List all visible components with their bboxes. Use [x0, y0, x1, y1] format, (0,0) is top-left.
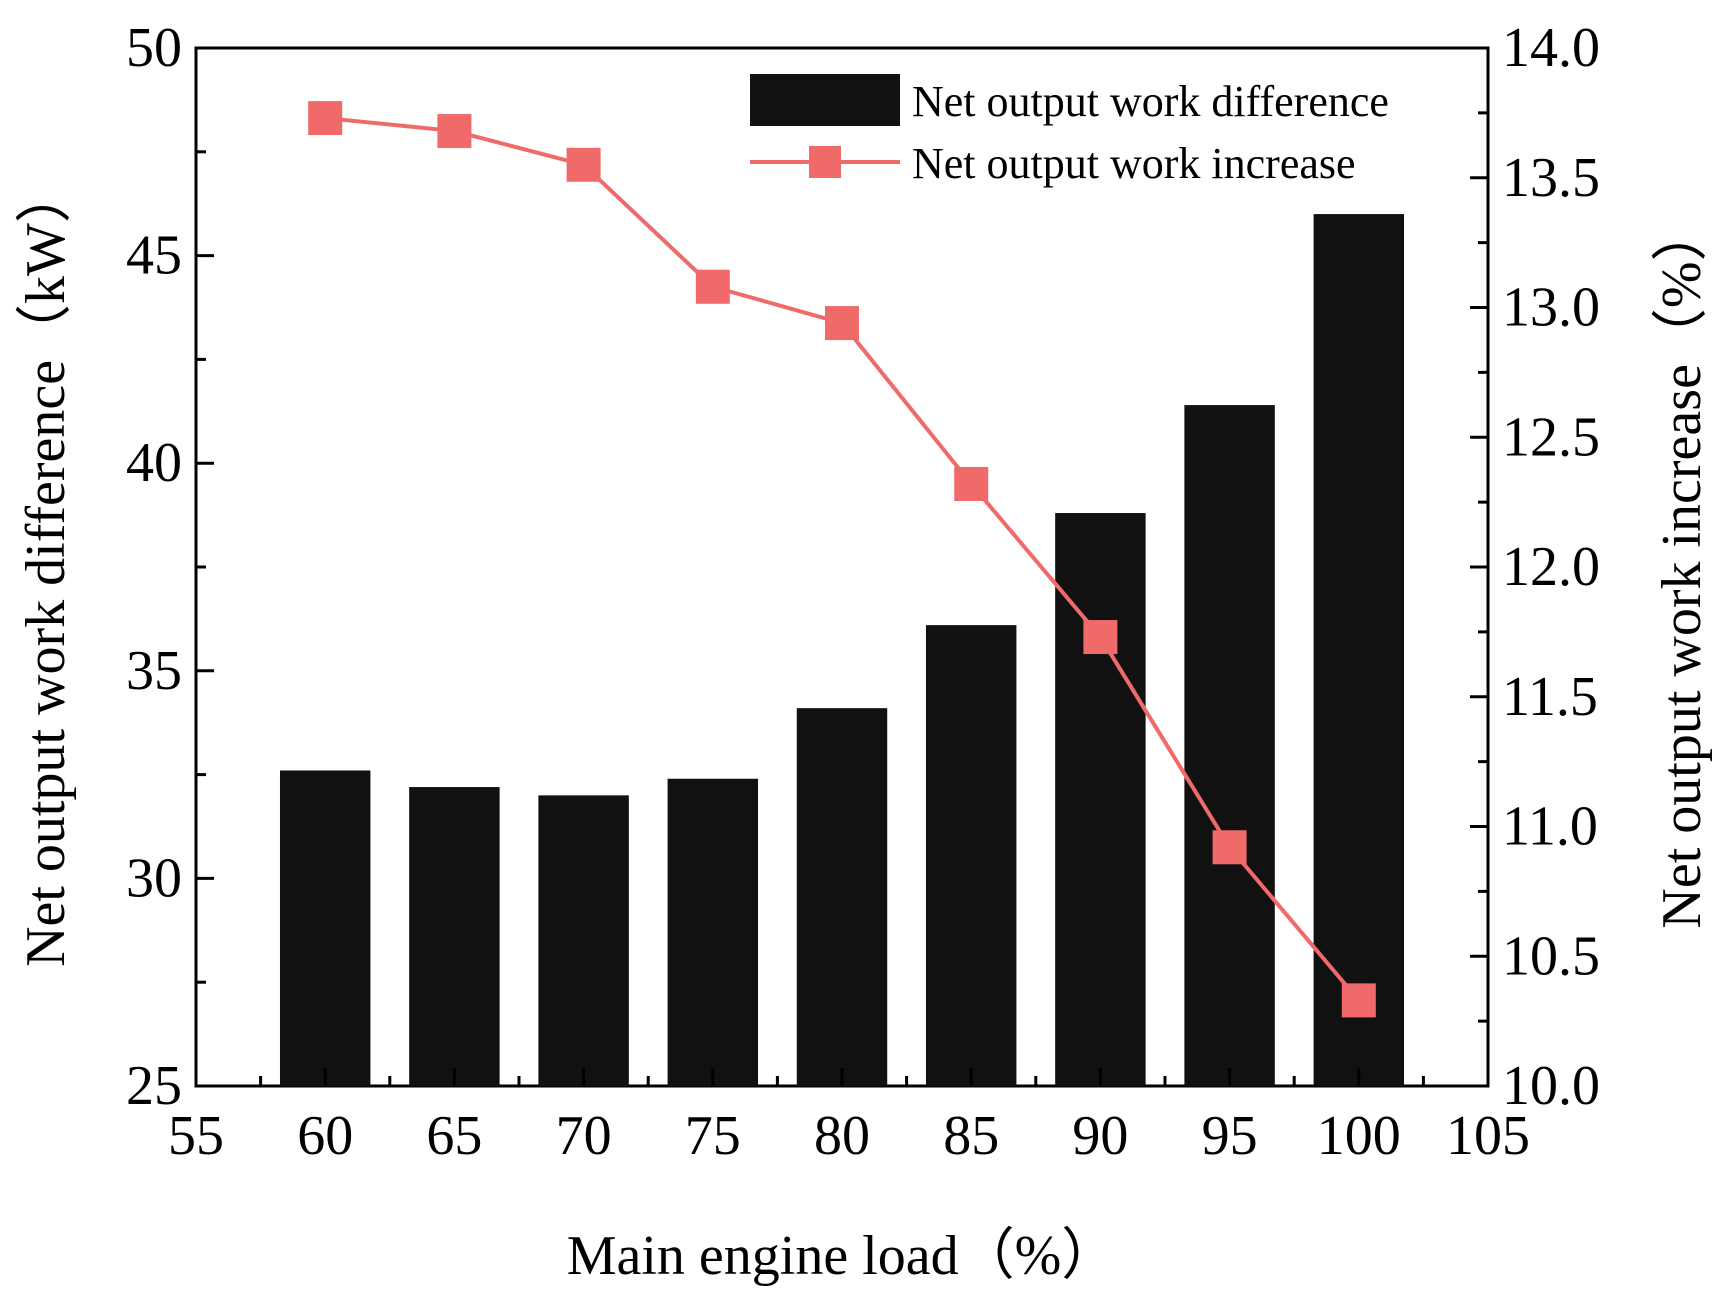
x-tick-label: 55: [168, 1105, 224, 1167]
x-tick-label: 85: [943, 1105, 999, 1167]
y-right-tick-label: 11.0: [1502, 796, 1598, 858]
y-left-tick-label: 50: [126, 17, 182, 79]
bars-layer: [279, 214, 1405, 1086]
x-axis-title: Main engine load（%）: [567, 1225, 1118, 1287]
legend-line-marker: [809, 146, 841, 178]
y-right-tick-label: 10.0: [1502, 1055, 1600, 1117]
increase-point-70: [566, 147, 601, 182]
y-right-tick-label: 12.0: [1502, 536, 1600, 598]
legend: Net output work difference Net output wo…: [750, 74, 1389, 188]
x-tick-label: 90: [1072, 1105, 1128, 1167]
y-right-tick-label: 10.5: [1502, 925, 1600, 987]
increase-point-60: [308, 101, 343, 136]
increase-point-90: [1083, 620, 1118, 655]
bar-90: [1055, 513, 1146, 1086]
x-tick-label: 60: [297, 1105, 353, 1167]
x-tick-label: 75: [685, 1105, 741, 1167]
bar-75: [667, 778, 759, 1086]
y-right-axis-title: Net output work increase（%）: [1651, 205, 1713, 928]
increase-point-80: [825, 306, 859, 341]
bar-95: [1184, 405, 1275, 1086]
increase-point-85: [954, 466, 989, 501]
tick-labels-layer: 55 60 65 70 75 80 85 90 95 100 105 25 30 35 40 45 50 10.0…: [126, 17, 1600, 1167]
increase-point-65: [437, 114, 472, 149]
y-left-tick-label: 45: [126, 225, 182, 287]
ticks-layer: [194, 46, 1490, 1088]
x-tick-label: 65: [426, 1105, 482, 1167]
bar-80: [796, 708, 888, 1086]
legend-line-label: Net output work increase: [912, 139, 1356, 188]
x-tick-label: 105: [1446, 1105, 1530, 1167]
y-right-tick-label: 13.5: [1502, 147, 1600, 209]
bar-85: [925, 625, 1017, 1086]
y-left-tick-label: 30: [126, 847, 182, 909]
bar-100: [1313, 214, 1405, 1086]
y-right-tick-label: 12.5: [1502, 406, 1600, 468]
bar-60: [279, 770, 371, 1086]
y-left-axis-title: Net output work difference（kW）: [15, 167, 77, 967]
x-tick-label: 100: [1317, 1105, 1401, 1167]
y-right-tick-label: 14.0: [1502, 17, 1600, 79]
legend-bar-swatch: [750, 74, 900, 126]
x-tick-label: 95: [1202, 1105, 1258, 1167]
bar-70: [538, 795, 629, 1086]
line-layer: [308, 101, 1376, 1018]
increase-point-95: [1212, 830, 1247, 865]
y-left-tick-label: 25: [126, 1055, 182, 1117]
y-right-tick-label: 11.5: [1502, 666, 1598, 728]
increase-point-100: [1341, 983, 1376, 1018]
y-right-tick-label: 13.0: [1502, 277, 1600, 339]
y-left-tick-label: 35: [126, 640, 182, 702]
y-left-tick-label: 40: [126, 432, 182, 494]
increase-point-75: [695, 269, 730, 304]
bar-65: [409, 787, 500, 1086]
x-tick-label: 70: [556, 1105, 612, 1167]
legend-bar-label: Net output work difference: [912, 77, 1389, 126]
x-tick-label: 80: [814, 1105, 870, 1167]
